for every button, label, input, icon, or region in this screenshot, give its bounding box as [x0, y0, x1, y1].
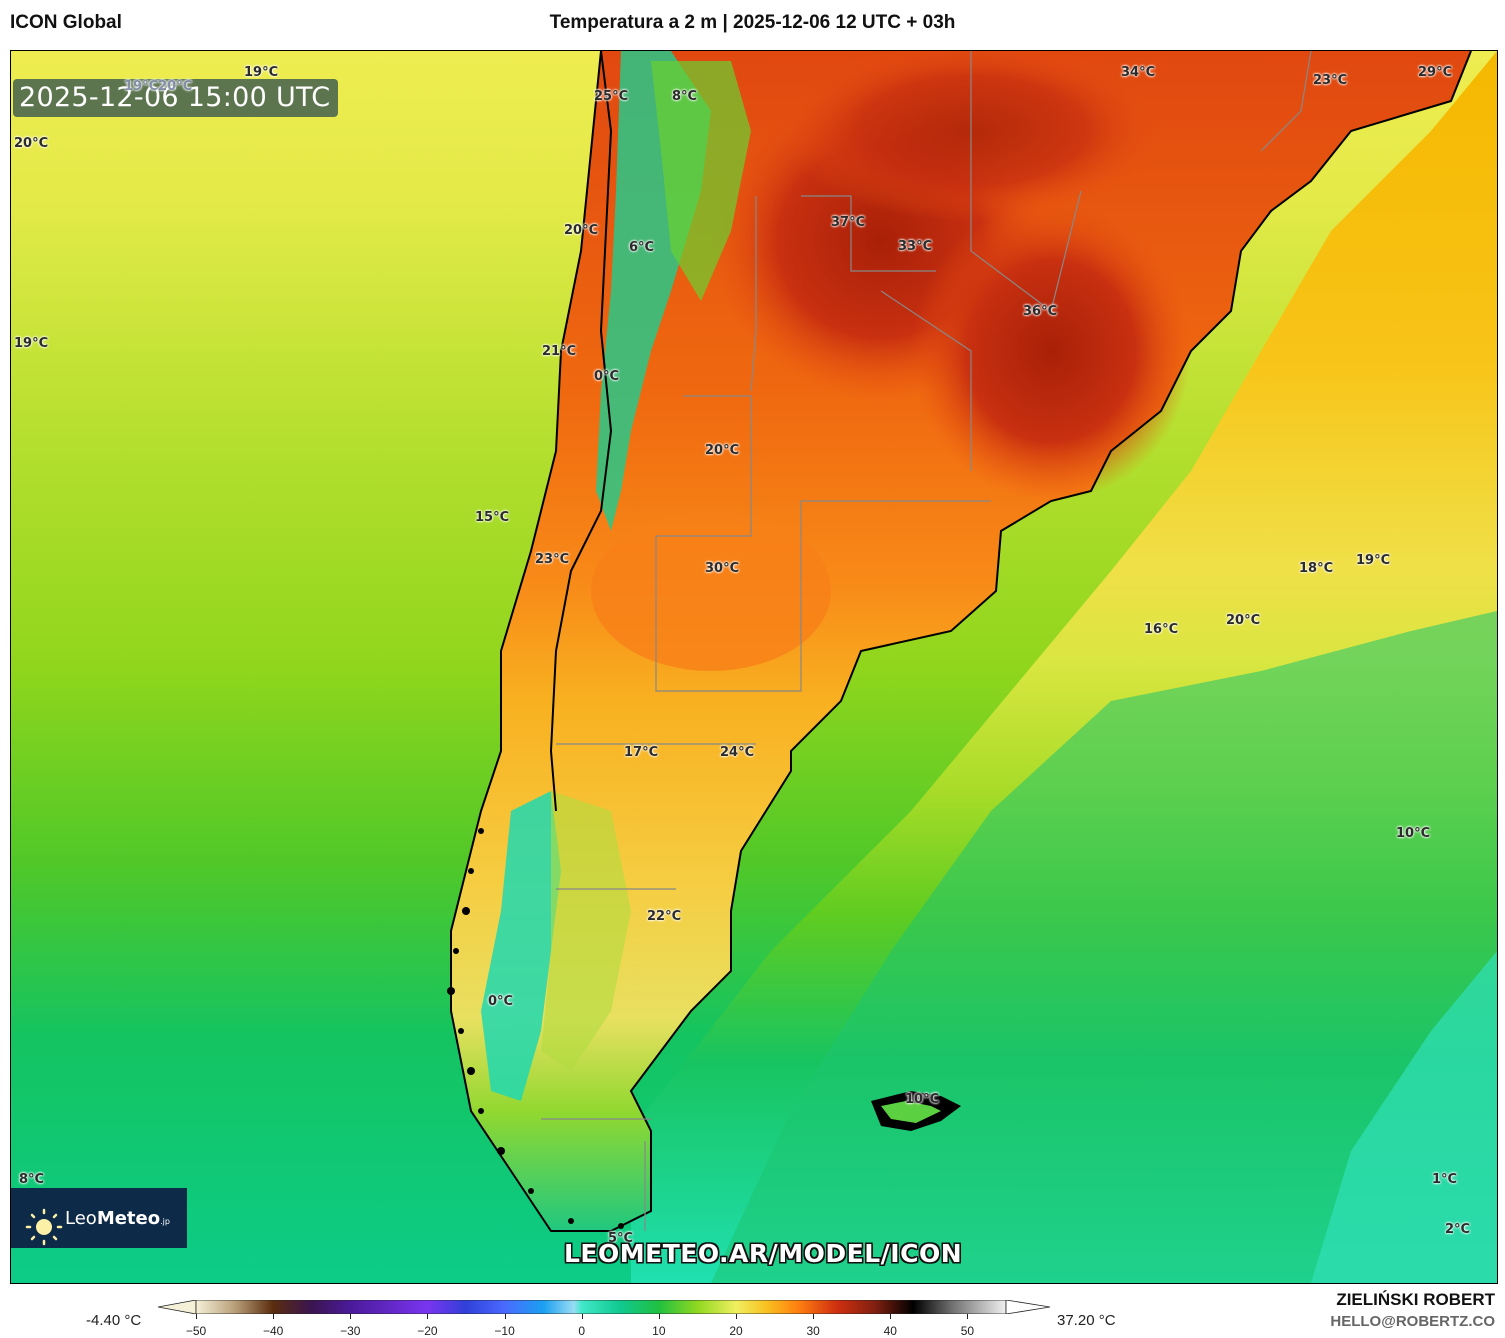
temperature-label: 16°C	[1144, 622, 1179, 637]
temperature-label: 21°C	[542, 344, 577, 359]
temperature-label: 6°C	[629, 240, 655, 255]
temperature-label: 34°C	[1121, 65, 1156, 80]
temperature-label: 20°C	[14, 136, 49, 151]
colorbar-tick-label: −10	[494, 1324, 515, 1338]
sun-icon	[25, 1208, 63, 1246]
leometeo-logo: LeoMeteo.jp	[11, 1188, 187, 1248]
colorbar-tick-mark	[581, 1314, 583, 1319]
valid-time-badge: 2025-12-06 15:00 UTC	[13, 79, 339, 117]
temperature-label: 19°C	[14, 336, 49, 351]
colorbar-tick-mark	[427, 1314, 429, 1319]
temperature-label: 0°C	[594, 369, 620, 384]
temperature-label: 10°C	[1396, 826, 1431, 841]
chart-title: Temperatura a 2 m | 2025-12-06 12 UTC + …	[549, 12, 956, 33]
temperature-label: 15°C	[475, 510, 510, 525]
colorbar-tick-label: 0	[578, 1324, 586, 1338]
temperature-label: 25°C	[594, 89, 629, 104]
model-name: ICON Global	[10, 12, 122, 33]
colorbar-tick-label: 50	[960, 1324, 975, 1338]
colorbar-tick-mark	[273, 1314, 275, 1319]
colorbar-tick-label: 30	[806, 1324, 820, 1338]
colorbar-tick-mark	[736, 1314, 737, 1319]
colorbar-min-label: -4.40 °C	[86, 1312, 142, 1329]
colorbar-tick-label: 20	[729, 1324, 743, 1338]
logo-text: LeoMeteo.jp	[65, 1207, 170, 1229]
colorbar-tick-mark	[658, 1314, 660, 1319]
temperature-label: 19°C	[244, 65, 279, 80]
colorbar-tick-mark	[196, 1314, 197, 1319]
temperature-label: 20°C	[1226, 613, 1261, 628]
temperature-label: 30°C	[705, 561, 740, 576]
watermark-url: LEOMETEO.AR/MODEL/ICON	[564, 1239, 963, 1268]
temperature-label: 19°C20°C	[124, 79, 193, 94]
temperature-label: 20°C	[705, 443, 740, 458]
colorbar-tick-label: −40	[262, 1324, 284, 1338]
temperature-label: 18°C	[1299, 561, 1334, 576]
colorbar-tick-label: −50	[185, 1324, 207, 1338]
colorbar-tick-label: −30	[340, 1324, 361, 1338]
colorbar-max-label: 37.20 °C	[1057, 1312, 1116, 1329]
colorbar-tick-mark	[890, 1314, 892, 1319]
temperature-label: 20°C	[564, 223, 599, 238]
temperature-label: 36°C	[1023, 304, 1058, 319]
temperature-label: 8°C	[672, 89, 698, 104]
temperature-label: 17°C	[624, 745, 659, 760]
colorbar-tick-mark	[967, 1314, 969, 1319]
temperature-label: 0°C	[488, 994, 514, 1009]
temperature-label: 33°C	[898, 239, 933, 254]
colorbar-tick-mark	[813, 1314, 815, 1319]
temperature-label: 23°C	[535, 552, 570, 567]
temperature-label: 24°C	[720, 745, 755, 760]
colorbar-tick-label: 40	[883, 1324, 897, 1338]
temperature-label: 2°C	[1445, 1222, 1471, 1237]
temperature-label: 37°C	[831, 215, 866, 230]
temperature-label: 23°C	[1313, 73, 1348, 88]
author-email: HELLO@ROBERTZ.CO	[1330, 1313, 1495, 1330]
temperature-label: 29°C	[1418, 65, 1453, 80]
temperature-label: 1°C	[1432, 1172, 1458, 1187]
colorbar	[158, 1300, 1050, 1314]
colorbar-tick-label: 10	[652, 1324, 666, 1338]
temperature-label: 5°C	[608, 1231, 634, 1246]
temperature-label: 19°C	[1356, 553, 1391, 568]
temperature-label: 10°C	[905, 1092, 940, 1107]
colorbar-tick-mark	[504, 1314, 506, 1319]
author-name: ZIELIŃSKI ROBERT	[1336, 1290, 1495, 1309]
colorbar-tick-label: −20	[417, 1324, 438, 1338]
temperature-map[interactable]: 2025-12-06 15:00 UTC 19°C 19°C20°C 20°C 19°…	[10, 50, 1498, 1284]
colorbar-tick-mark	[350, 1314, 352, 1319]
temperature-label: 22°C	[647, 909, 682, 924]
temperature-label: 8°C	[19, 1172, 45, 1187]
temperature-field	[11, 51, 1497, 1283]
